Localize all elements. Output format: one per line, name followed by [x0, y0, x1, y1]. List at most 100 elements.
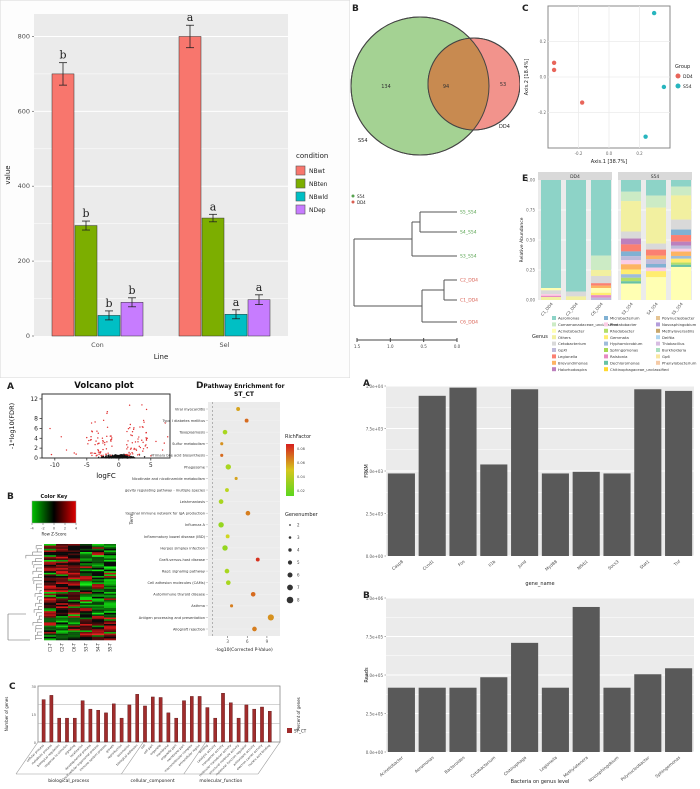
svg-text:molecular_function: molecular_function	[199, 778, 242, 784]
svg-text:binding: binding	[198, 743, 209, 754]
svg-text:Aeromonas: Aeromonas	[558, 316, 579, 321]
svg-text:C6-T: C6-T	[72, 642, 77, 651]
svg-text:8: 8	[297, 598, 300, 603]
svg-text:a: a	[210, 200, 217, 213]
svg-text:0.75: 0.75	[526, 208, 535, 213]
svg-text:Genenumber: Genenumber	[285, 512, 319, 518]
panel-label-venn: B	[352, 4, 359, 14]
panel-label-heatmap: B	[7, 492, 14, 502]
svg-text:RichFactor: RichFactor	[285, 434, 312, 440]
svg-text:Methyloversatilis: Methyloversatilis	[662, 328, 694, 333]
svg-text:Graft-versus-host disease: Graft-versus-host disease	[159, 558, 206, 562]
svg-text:Phenylobacterium: Phenylobacterium	[662, 360, 697, 365]
svg-text:Halorhodospira: Halorhodospira	[558, 367, 587, 372]
svg-text:S3_S54: S3_S54	[620, 301, 634, 316]
svg-text:Tnf: Tnf	[672, 559, 682, 568]
svg-text:cellular_component: cellular_component	[131, 778, 175, 784]
svg-text:DD4: DD4	[570, 174, 580, 180]
svg-text:Others: Others	[558, 335, 571, 340]
svg-text:Chitinophaga: Chitinophaga	[503, 755, 528, 777]
svg-text:C6_DD4: C6_DD4	[590, 301, 604, 317]
svg-text:-5: -5	[84, 462, 90, 469]
svg-text:15: 15	[32, 713, 36, 717]
svg-text:0.0: 0.0	[606, 151, 613, 156]
svg-text:0.0e+00: 0.0e+00	[366, 554, 384, 559]
svg-text:growth: growth	[105, 743, 115, 753]
svg-text:Il1b: Il1b	[487, 559, 496, 568]
svg-text:5.0e+03: 5.0e+03	[366, 469, 384, 474]
panel-label-pathway: D	[196, 381, 204, 391]
svg-text:Primary bile acid biosynthesis: Primary bile acid biosynthesis	[151, 454, 205, 458]
svg-text:30: 30	[32, 685, 36, 689]
svg-text:Stat1: Stat1	[639, 559, 651, 570]
svg-text:Novosphingobium: Novosphingobium	[662, 322, 697, 327]
panel-label-genusbar: B	[363, 591, 370, 601]
svg-text:Delftia: Delftia	[662, 335, 674, 340]
svg-text:-log10(Corrected P-Value): -log10(Corrected P-Value)	[215, 647, 273, 653]
svg-text:Aeromonas: Aeromonas	[414, 755, 435, 774]
svg-text:0.00: 0.00	[526, 298, 535, 303]
svg-text:C2_DD4: C2_DD4	[460, 278, 478, 284]
svg-text:7: 7	[297, 585, 300, 590]
svg-text:ST_CT: ST_CT	[294, 729, 307, 734]
svg-text:Row Z-Score: Row Z-Score	[42, 532, 67, 537]
svg-text:0.04: 0.04	[297, 475, 306, 479]
svg-text:Antigen processing and present: Antigen processing and presentation	[139, 616, 205, 620]
svg-text:1.5: 1.5	[354, 344, 361, 349]
svg-text:-2: -2	[41, 527, 45, 531]
panel-label-stacked: E	[522, 174, 529, 184]
svg-text:-0.2: -0.2	[575, 151, 583, 156]
svg-text:5: 5	[149, 462, 153, 469]
svg-text:Genus: Genus	[532, 334, 548, 340]
svg-text:DD4: DD4	[357, 200, 366, 205]
svg-text:Color Key: Color Key	[41, 494, 69, 500]
svg-text:2: 2	[297, 523, 300, 528]
svg-text:134: 134	[381, 84, 391, 90]
svg-text:-4: -4	[30, 527, 34, 531]
svg-text:Asthma: Asthma	[191, 604, 205, 608]
svg-text:4: 4	[75, 527, 78, 531]
svg-text:a: a	[256, 281, 263, 294]
svg-text:Polynucleobacter: Polynucleobacter	[662, 316, 695, 321]
svg-text:Influenza A: Influenza A	[185, 523, 206, 527]
svg-text:0.2: 0.2	[636, 151, 643, 156]
svg-text:S5-T: S5-T	[108, 642, 113, 651]
svg-text:Inflammatory bowel disease (IB: Inflammatory bowel disease (IBD)	[144, 535, 206, 539]
svg-text:biological_process: biological_process	[48, 778, 90, 784]
svg-text:0: 0	[34, 741, 36, 745]
panel-label-volcano: A	[7, 382, 14, 392]
svg-text:0: 0	[53, 527, 55, 531]
svg-text:Socs3: Socs3	[607, 559, 620, 571]
svg-text:NBwld: NBwld	[309, 194, 328, 201]
svg-text:800: 800	[18, 32, 30, 40]
svg-text:-1*log10(FDR): -1*log10(FDR)	[8, 403, 16, 449]
svg-text:3: 3	[226, 639, 229, 644]
svg-text:NBten: NBten	[309, 181, 328, 188]
panel-label-genebar: A	[363, 379, 370, 389]
svg-text:DD4: DD4	[499, 124, 510, 130]
svg-text:0: 0	[117, 462, 121, 469]
svg-text:Longevity regulating pathway -: Longevity regulating pathway - multiple …	[125, 488, 205, 492]
panel-label-pca: C	[522, 4, 529, 14]
svg-text:12: 12	[30, 396, 38, 403]
svg-text:S3_S54: S3_S54	[460, 254, 477, 260]
svg-text:Intestinal immune network for: Intestinal immune network for IgA produc…	[125, 512, 205, 516]
volcano-plot: Volcano plot -10 -5 0 5 0 2 4 6 8 12 logFC -1*log10(…	[8, 381, 171, 480]
svg-text:0.08: 0.08	[297, 447, 305, 451]
svg-text:condition: condition	[296, 152, 328, 160]
svg-text:6: 6	[297, 573, 300, 578]
svg-text:5: 5	[297, 560, 300, 565]
svg-text:S54: S54	[358, 138, 368, 144]
svg-text:53: 53	[500, 82, 506, 88]
svg-text:C2_DD4: C2_DD4	[565, 301, 579, 317]
svg-text:Legionella: Legionella	[558, 354, 577, 359]
svg-text:Pathway Enrichment for: Pathway Enrichment for	[203, 383, 284, 390]
svg-text:Group: Group	[675, 64, 690, 70]
svg-text:Nicotinate and nicotinamide me: Nicotinate and nicotinamide metabolism	[132, 477, 206, 481]
svg-text:0.02: 0.02	[297, 489, 305, 493]
svg-text:Sphingomonas: Sphingomonas	[610, 348, 638, 353]
svg-text:NBwt: NBwt	[309, 168, 326, 175]
